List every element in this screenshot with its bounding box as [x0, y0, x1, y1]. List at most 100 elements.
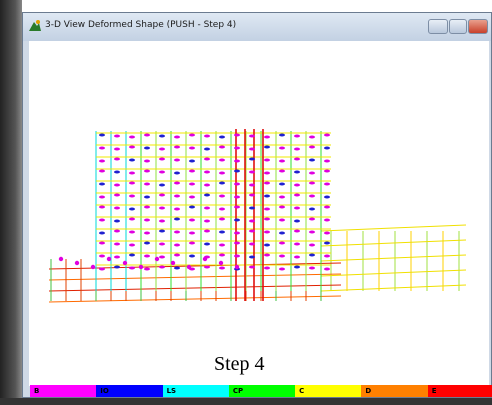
frame-member	[49, 274, 341, 280]
hinge	[159, 230, 165, 233]
hinge	[234, 170, 240, 173]
hinge	[249, 256, 255, 259]
hinge	[159, 148, 165, 151]
hinge	[99, 232, 105, 235]
hinge	[144, 160, 150, 163]
hinge	[204, 220, 210, 223]
background-window	[0, 0, 22, 405]
hinge	[234, 147, 240, 150]
screen: 3-D View Deformed Shape (PUSH - Step 4) …	[0, 0, 492, 405]
hinge	[114, 194, 120, 197]
view-area: Step 4	[29, 41, 489, 386]
hinge	[309, 244, 315, 247]
hinge	[99, 134, 105, 137]
hinge	[144, 219, 150, 222]
frame-member	[321, 270, 466, 276]
hinge	[114, 184, 120, 187]
hinge	[324, 242, 330, 245]
hinge	[279, 268, 285, 271]
hinge	[294, 207, 300, 210]
hinge	[264, 136, 270, 139]
close-button[interactable]	[468, 19, 488, 34]
frame-member	[49, 285, 341, 291]
hinge	[249, 135, 255, 138]
frame-member	[321, 285, 466, 291]
hinge	[114, 256, 120, 259]
minimize-button[interactable]	[428, 19, 448, 34]
hinge	[219, 208, 225, 211]
hinge	[174, 267, 180, 270]
hinge	[144, 134, 150, 137]
hinge	[219, 182, 225, 185]
hinge	[219, 267, 225, 270]
hinge	[264, 267, 270, 270]
hinge	[189, 183, 195, 186]
hinge	[279, 206, 285, 209]
hinge	[99, 170, 105, 173]
hinge	[264, 195, 270, 198]
hinge	[219, 218, 225, 221]
hinge	[309, 172, 315, 175]
hinge	[159, 171, 165, 174]
hinge	[99, 242, 105, 245]
hinge	[144, 268, 150, 271]
hinge	[174, 231, 180, 234]
hinge	[279, 183, 285, 186]
hinge	[114, 148, 120, 151]
hinge	[219, 244, 225, 247]
hinge	[294, 243, 300, 246]
hinge	[114, 135, 120, 138]
frame-member	[321, 225, 466, 231]
hinge	[204, 135, 210, 138]
hinge	[144, 147, 150, 150]
hinge	[204, 266, 210, 269]
hinge	[159, 243, 165, 246]
hinge	[234, 242, 240, 245]
hinge	[75, 261, 79, 265]
hinge	[309, 208, 315, 211]
hinge	[144, 232, 150, 235]
hinge	[249, 220, 255, 223]
hinge	[129, 244, 135, 247]
hinge	[324, 183, 330, 186]
structure-model	[29, 41, 489, 386]
legend-segment: IO	[96, 385, 162, 397]
hinge	[129, 254, 135, 257]
hinge	[99, 147, 105, 150]
hinge	[114, 220, 120, 223]
hinge	[324, 196, 330, 199]
maximize-button[interactable]	[449, 19, 467, 34]
hinge	[219, 172, 225, 175]
hinge	[264, 182, 270, 185]
hinge	[189, 255, 195, 258]
hinge	[234, 206, 240, 209]
hinge	[91, 265, 95, 269]
hinge	[249, 184, 255, 187]
hinge	[174, 182, 180, 185]
hinge	[174, 254, 180, 257]
hinge	[324, 147, 330, 150]
title-bar: 3-D View Deformed Shape (PUSH - Step 4)	[23, 13, 491, 41]
hinge	[159, 207, 165, 210]
legend-segment: LS	[163, 385, 229, 397]
hinge	[129, 182, 135, 185]
hinge	[171, 261, 175, 265]
hinge	[294, 194, 300, 197]
hinge	[204, 148, 210, 151]
background-edge	[0, 398, 492, 405]
hinge	[279, 219, 285, 222]
hinge	[204, 184, 210, 187]
hinge	[294, 256, 300, 259]
hinge	[279, 160, 285, 163]
hinge	[144, 255, 150, 258]
hinge	[129, 267, 135, 270]
hinge	[189, 219, 195, 222]
hinge	[249, 230, 255, 233]
hinge	[219, 254, 225, 257]
hinge	[129, 195, 135, 198]
frame-member	[49, 296, 341, 302]
hinge	[324, 170, 330, 173]
hinge	[234, 183, 240, 186]
hinge	[204, 171, 210, 174]
hinge	[249, 243, 255, 246]
